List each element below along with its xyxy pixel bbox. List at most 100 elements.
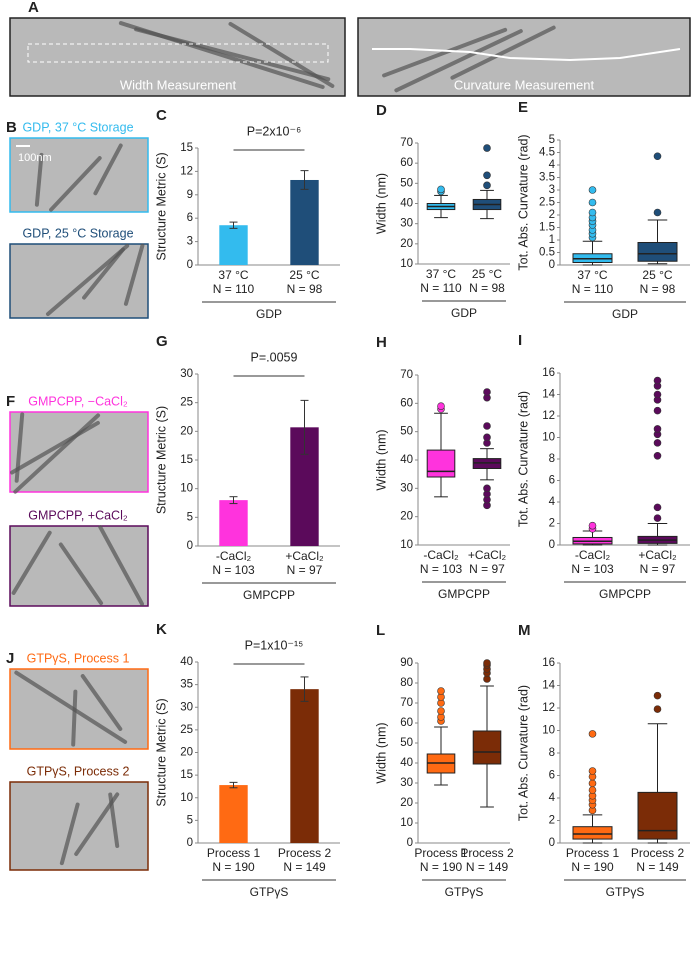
group-label: GDP	[256, 307, 282, 321]
outlier	[437, 707, 445, 715]
outlier	[588, 208, 597, 217]
group-label: GTPγS	[606, 885, 645, 899]
y-tick-label: 60	[400, 397, 413, 409]
x-tick-label: -CaCl₂	[216, 549, 252, 563]
group-label: GTPγS	[445, 885, 484, 899]
panel-letter: G	[156, 333, 168, 350]
y-tick-label: 4	[549, 496, 556, 508]
annotation: P=1x10⁻¹⁵	[245, 638, 304, 652]
y-tick-label: 40	[400, 757, 413, 769]
y-tick-label: 4.5	[539, 147, 555, 159]
y-tick-label: 15	[180, 454, 193, 466]
y-tick-label: 20	[180, 425, 193, 437]
filament	[59, 802, 80, 866]
y-tick-label: 10	[400, 817, 413, 829]
y-tick-label: 60	[400, 157, 413, 169]
n-label: N = 103	[571, 562, 614, 576]
y-tick-label: 2.5	[539, 197, 555, 209]
filament	[394, 29, 523, 93]
outlier	[653, 425, 662, 433]
y-tick-label: 0	[187, 540, 193, 552]
y-tick-label: 10	[180, 792, 193, 804]
n-label: N = 98	[469, 281, 505, 295]
filament	[13, 413, 101, 494]
n-label: N = 190	[420, 860, 463, 874]
y-tick-label: 12	[542, 702, 555, 714]
x-tick-label: Process 1	[414, 846, 468, 860]
x-tick-label: -CaCl₂	[575, 548, 611, 562]
y-axis-label: Tot. Abs. Curvature (rad)	[516, 134, 530, 270]
outlier	[653, 503, 662, 512]
outlier	[437, 687, 445, 695]
y-tick-label: 5	[187, 511, 193, 523]
outlier	[653, 406, 662, 415]
filament	[450, 25, 556, 80]
outlier	[588, 730, 597, 738]
outlier	[483, 422, 491, 430]
y-tick-label: 70	[400, 137, 413, 149]
y-tick-label: 8	[549, 747, 555, 759]
outlier	[653, 514, 662, 522]
y-tick-label: 0	[187, 837, 193, 849]
outlier	[588, 198, 597, 207]
caption: GMPCPP, +CaCl₂	[28, 508, 128, 522]
n-label: N = 149	[466, 860, 509, 874]
x-tick-label: 37 °C	[218, 268, 248, 282]
outlier	[653, 390, 662, 399]
y-tick-label: 40	[400, 198, 413, 210]
y-tick-label: 12	[180, 165, 193, 177]
annotation: P=2x10⁻⁶	[247, 124, 302, 138]
y-tick-label: 30	[180, 368, 193, 380]
filament	[71, 689, 78, 747]
n-label: N = 97	[469, 562, 505, 576]
scale-label: 100nm	[18, 152, 52, 164]
x-tick-label: 25 °C	[472, 267, 502, 281]
outlier	[653, 208, 662, 217]
y-tick-label: 40	[400, 454, 413, 466]
y-tick-label: 30	[400, 482, 413, 494]
filament	[58, 542, 104, 606]
panel-letter: B	[6, 119, 17, 136]
panel-letter: J	[6, 650, 14, 667]
y-tick-label: 90	[400, 657, 413, 669]
y-tick-label: 80	[400, 677, 413, 689]
y-tick-label: 25	[180, 397, 193, 409]
y-tick-label: 35	[180, 679, 193, 691]
y-tick-label: 1	[549, 234, 555, 246]
y-axis-label: Structure Metric (S)	[154, 698, 168, 806]
box	[637, 791, 678, 840]
y-tick-label: 3	[549, 184, 555, 196]
x-tick-label: -CaCl₂	[423, 548, 459, 562]
y-axis-label: Width (nm)	[374, 722, 388, 783]
y-tick-label: 3	[187, 236, 193, 248]
y-tick-label: 0	[549, 837, 555, 849]
y-tick-label: 12	[542, 410, 555, 422]
n-label: N = 98	[640, 282, 676, 296]
micrograph	[9, 525, 149, 607]
y-tick-label: 3.5	[539, 172, 555, 184]
micrograph	[9, 243, 149, 319]
outlier	[588, 786, 597, 794]
outlier	[653, 439, 662, 447]
n-label: N = 98	[287, 282, 323, 296]
y-tick-label: 50	[400, 426, 413, 438]
x-tick-label: 25 °C	[289, 268, 319, 282]
y-tick-label: 0	[549, 259, 555, 271]
curvature-trace	[372, 48, 681, 62]
outlier	[483, 181, 491, 190]
x-tick-label: +CaCl₂	[638, 548, 677, 562]
y-tick-label: 50	[400, 737, 413, 749]
y-axis-label: Tot. Abs. Curvature (rad)	[516, 685, 530, 821]
y-tick-label: 50	[400, 177, 413, 189]
y-tick-label: 60	[400, 717, 413, 729]
box	[572, 826, 613, 840]
y-tick-label: 1.5	[539, 222, 555, 234]
outlier	[653, 376, 662, 385]
outlier	[653, 691, 662, 700]
y-tick-label: 4	[549, 159, 556, 171]
filament	[134, 27, 331, 82]
box	[637, 242, 678, 262]
panel-letter: M	[518, 622, 531, 639]
y-axis-label: Tot. Abs. Curvature (rad)	[516, 391, 530, 527]
y-tick-label: 6	[187, 212, 193, 224]
